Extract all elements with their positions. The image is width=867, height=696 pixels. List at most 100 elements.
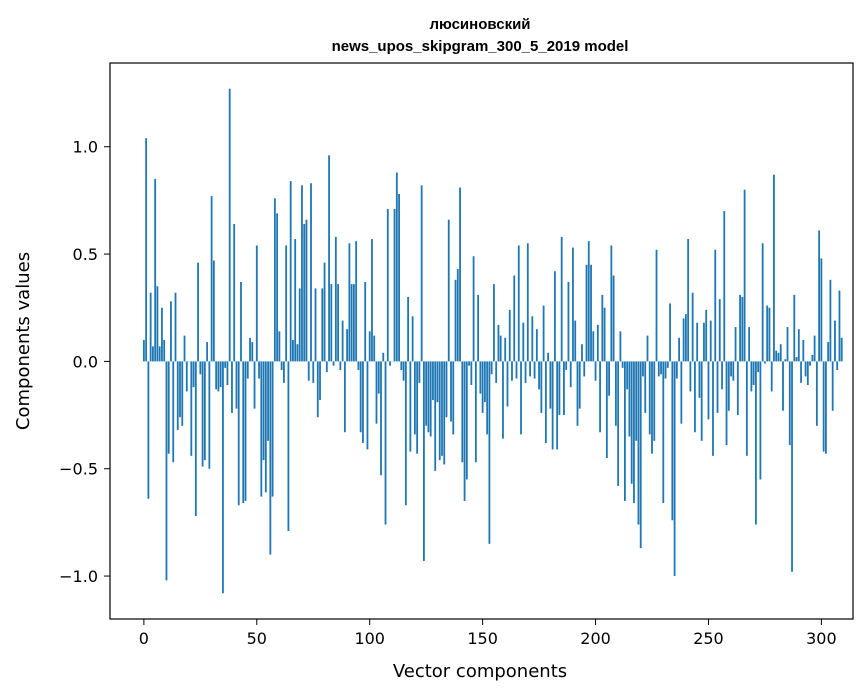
bar-148 bbox=[477, 294, 480, 362]
bar-105 bbox=[380, 361, 382, 476]
bar-282 bbox=[779, 344, 782, 362]
bar-146 bbox=[472, 256, 475, 362]
bar-162 bbox=[508, 309, 511, 362]
bar-31 bbox=[212, 260, 215, 362]
y-axis: −1.0 −0.5 0.0 0.5 1.0 bbox=[59, 138, 110, 586]
bar-237 bbox=[678, 337, 681, 362]
bar-145 bbox=[470, 361, 473, 385]
bar-9 bbox=[163, 339, 166, 362]
bar-142 bbox=[463, 361, 466, 501]
bar-92 bbox=[350, 284, 353, 362]
bar-279 bbox=[773, 174, 775, 362]
plot-frame bbox=[109, 62, 854, 620]
bar-44 bbox=[242, 361, 245, 504]
bar-294 bbox=[806, 361, 809, 385]
bar-141 bbox=[461, 361, 464, 463]
bar-33 bbox=[217, 361, 220, 392]
x-axis-label: Vector components bbox=[393, 661, 567, 682]
bar-265 bbox=[741, 296, 744, 362]
bar-210 bbox=[617, 361, 620, 486]
bar-286 bbox=[788, 361, 791, 446]
bar-16 bbox=[179, 361, 181, 418]
bar-112 bbox=[395, 172, 398, 362]
bar-236 bbox=[675, 361, 678, 379]
bar-179 bbox=[547, 352, 550, 362]
bar-108 bbox=[386, 208, 389, 362]
bar-289 bbox=[795, 357, 798, 362]
bar-208 bbox=[612, 275, 615, 362]
bar-21 bbox=[190, 361, 193, 456]
bar-51 bbox=[258, 361, 260, 379]
bar-143 bbox=[465, 361, 468, 480]
bar-167 bbox=[520, 361, 522, 435]
bar-264 bbox=[739, 294, 741, 362]
y-axis-label: Components values bbox=[13, 252, 34, 430]
bar-132 bbox=[441, 361, 443, 456]
bar-254 bbox=[716, 361, 719, 413]
bar-1 bbox=[145, 138, 148, 362]
bar-77 bbox=[316, 361, 319, 418]
y-tick-label: −0.5 bbox=[59, 460, 98, 479]
bar-106 bbox=[382, 352, 385, 362]
bar-157 bbox=[497, 324, 500, 362]
bar-38 bbox=[228, 88, 231, 362]
bar-190 bbox=[572, 247, 574, 362]
bar-52 bbox=[260, 361, 263, 497]
bar-130 bbox=[436, 361, 439, 403]
bar-293 bbox=[804, 361, 807, 377]
bar-23 bbox=[194, 361, 197, 516]
bar-187 bbox=[565, 361, 568, 370]
bar-102 bbox=[373, 335, 376, 362]
bar-67 bbox=[294, 239, 297, 362]
bar-15 bbox=[176, 361, 179, 431]
bar-61 bbox=[280, 361, 283, 370]
bar-189 bbox=[569, 361, 572, 388]
bar-267 bbox=[745, 361, 748, 456]
bar-158 bbox=[499, 335, 502, 362]
x-tick-label: 100 bbox=[354, 629, 385, 648]
bar-104 bbox=[377, 361, 380, 394]
bar-109 bbox=[389, 361, 391, 366]
bar-304 bbox=[829, 279, 832, 362]
bar-86 bbox=[337, 284, 339, 362]
bar-160 bbox=[504, 337, 507, 362]
bar-193 bbox=[578, 361, 581, 409]
bar-202 bbox=[599, 361, 601, 433]
bar-75 bbox=[312, 361, 315, 383]
bar-306 bbox=[834, 320, 836, 362]
bar-291 bbox=[800, 361, 802, 383]
bar-93 bbox=[353, 284, 355, 362]
bar-94 bbox=[355, 241, 358, 362]
bar-204 bbox=[603, 307, 606, 362]
bar-120 bbox=[413, 361, 416, 435]
bar-26 bbox=[201, 361, 204, 467]
bar-298 bbox=[815, 361, 818, 426]
x-tick-label: 200 bbox=[580, 629, 611, 648]
bar-206 bbox=[608, 361, 610, 396]
bar-250 bbox=[707, 361, 710, 420]
bar-172 bbox=[531, 316, 534, 362]
bar-6 bbox=[156, 286, 159, 362]
bar-186 bbox=[563, 361, 565, 416]
bar-271 bbox=[754, 361, 757, 525]
bar-13 bbox=[172, 361, 175, 463]
bar-283 bbox=[782, 361, 784, 411]
bar-30 bbox=[210, 196, 213, 362]
bar-205 bbox=[605, 361, 608, 458]
bar-308 bbox=[838, 290, 841, 362]
bar-3 bbox=[149, 292, 152, 362]
bar-82 bbox=[328, 155, 330, 362]
bar-85 bbox=[334, 236, 337, 362]
bar-256 bbox=[721, 361, 723, 390]
bar-97 bbox=[362, 361, 364, 443]
bar-292 bbox=[802, 339, 805, 362]
bar-113 bbox=[398, 193, 400, 362]
bar-268 bbox=[748, 327, 751, 362]
bar-156 bbox=[495, 361, 498, 383]
bar-8 bbox=[161, 307, 163, 362]
bar-19 bbox=[185, 361, 188, 392]
bar-201 bbox=[596, 324, 599, 362]
bar-36 bbox=[224, 361, 227, 368]
bar-28 bbox=[206, 342, 209, 362]
bar-251 bbox=[709, 320, 712, 362]
